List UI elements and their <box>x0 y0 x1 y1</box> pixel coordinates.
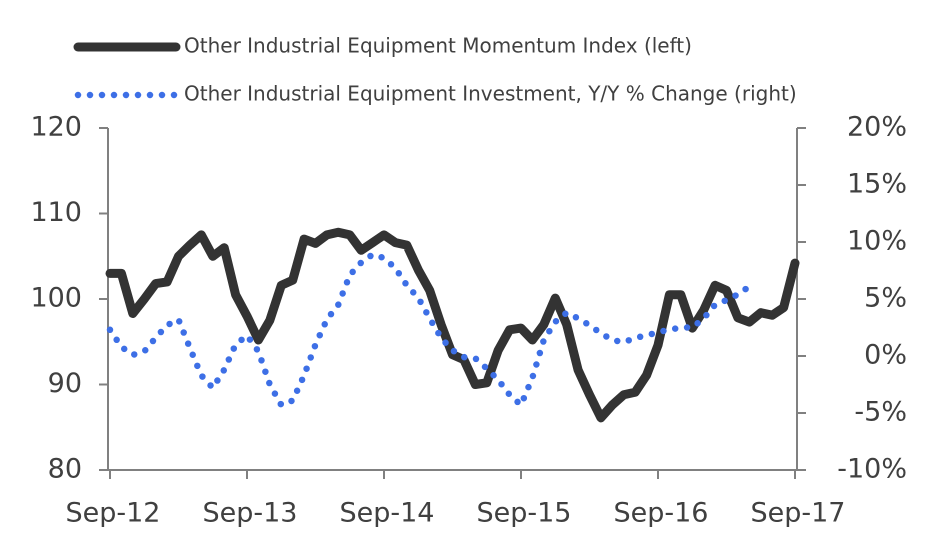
x-tick-label: Sep-17 <box>751 498 846 529</box>
y2-tick-label: 5% <box>864 283 907 314</box>
series-line <box>106 250 753 411</box>
x-tick-label: Sep-15 <box>477 498 572 529</box>
y2-tick-label: -10% <box>837 454 907 485</box>
y-tick-label: 80 <box>48 454 82 485</box>
legend-label: Other Industrial Equipment Momentum Inde… <box>184 34 692 58</box>
y-tick-label: 90 <box>48 368 82 399</box>
series-line <box>105 227 800 423</box>
y2-tick-label: 10% <box>847 226 907 257</box>
x-tick-label: Sep-14 <box>340 498 435 529</box>
x-tick-label: Sep-16 <box>614 498 709 529</box>
legend-label: Other Industrial Equipment Investment, Y… <box>184 82 797 106</box>
y-tick-label: 100 <box>30 283 82 314</box>
y-tick-label: 120 <box>30 112 82 143</box>
x-tick-label: Sep-13 <box>203 498 298 529</box>
x-tick-label: Sep-12 <box>66 498 161 529</box>
y2-tick-label: 15% <box>847 169 907 200</box>
y2-tick-label: 20% <box>847 112 907 143</box>
y2-tick-label: -5% <box>854 397 907 428</box>
y-tick-label: 110 <box>30 197 82 228</box>
y2-tick-label: 0% <box>864 340 907 371</box>
